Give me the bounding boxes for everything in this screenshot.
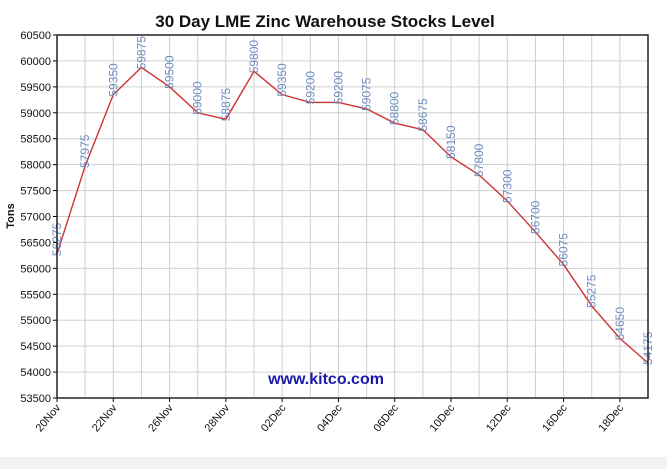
x-tick-label: 10Dec — [428, 402, 458, 434]
chart-title: 30 Day LME Zinc Warehouse Stocks Level — [155, 12, 495, 31]
y-tick-label: 60500 — [20, 30, 51, 42]
data-label: 59350 — [275, 63, 289, 97]
y-tick-label: 54500 — [20, 341, 51, 353]
y-tick-label: 60000 — [20, 56, 51, 68]
y-axis-label: Tons — [5, 203, 17, 228]
y-tick-label: 53500 — [20, 393, 51, 405]
y-tick-label: 56000 — [20, 263, 51, 275]
data-label: 59875 — [134, 36, 148, 70]
y-tick-label: 57500 — [20, 186, 51, 198]
y-tick-label: 58000 — [20, 160, 51, 172]
x-tick-label: 18Dec — [597, 402, 627, 434]
data-label: 58800 — [388, 91, 402, 125]
data-label: 56700 — [528, 200, 542, 234]
plot-frame — [56, 34, 649, 399]
data-label: 59000 — [191, 81, 205, 115]
data-label: 58875 — [219, 88, 233, 122]
data-label: 59200 — [331, 71, 345, 105]
y-tick-label: 55500 — [20, 289, 51, 301]
data-label: 59350 — [106, 63, 120, 97]
x-tick-label: 12Dec — [484, 402, 514, 434]
x-tick-label: 28Nov — [203, 402, 233, 434]
data-label: 57975 — [78, 134, 92, 168]
data-label: 59200 — [303, 71, 317, 105]
x-tick-label: 04Dec — [315, 402, 345, 434]
footer-band — [0, 457, 667, 469]
data-label: 55275 — [585, 274, 599, 308]
x-tick-label: 16Dec — [540, 402, 570, 434]
data-label: 58150 — [444, 125, 458, 159]
y-tick-label: 55000 — [20, 315, 51, 327]
series-line — [56, 66, 649, 364]
data-label: 59800 — [247, 40, 261, 74]
y-tick-label: 59500 — [20, 82, 51, 94]
y-tick-label: 59000 — [20, 108, 51, 120]
data-label: 56075 — [557, 233, 571, 267]
x-tick-label: 22Nov — [90, 402, 120, 434]
y-tick-label: 56500 — [20, 237, 51, 249]
data-label: 57300 — [500, 169, 514, 203]
data-label: 57800 — [472, 143, 486, 177]
watermark: www.kitco.com — [267, 371, 384, 388]
data-label: 58675 — [416, 98, 430, 132]
x-tick-label: 26Nov — [146, 402, 176, 434]
x-tick-label: 02Dec — [259, 402, 289, 434]
data-label: 59500 — [163, 55, 177, 89]
x-tick-label: 06Dec — [371, 402, 401, 434]
data-label: 54650 — [613, 307, 627, 341]
x-tick-label: 20Nov — [34, 402, 64, 434]
data-label: 59075 — [360, 77, 374, 111]
y-tick-label: 58500 — [20, 134, 51, 146]
y-tick-label: 54000 — [20, 367, 51, 379]
grid — [56, 34, 649, 399]
y-tick-label: 57000 — [20, 212, 51, 224]
